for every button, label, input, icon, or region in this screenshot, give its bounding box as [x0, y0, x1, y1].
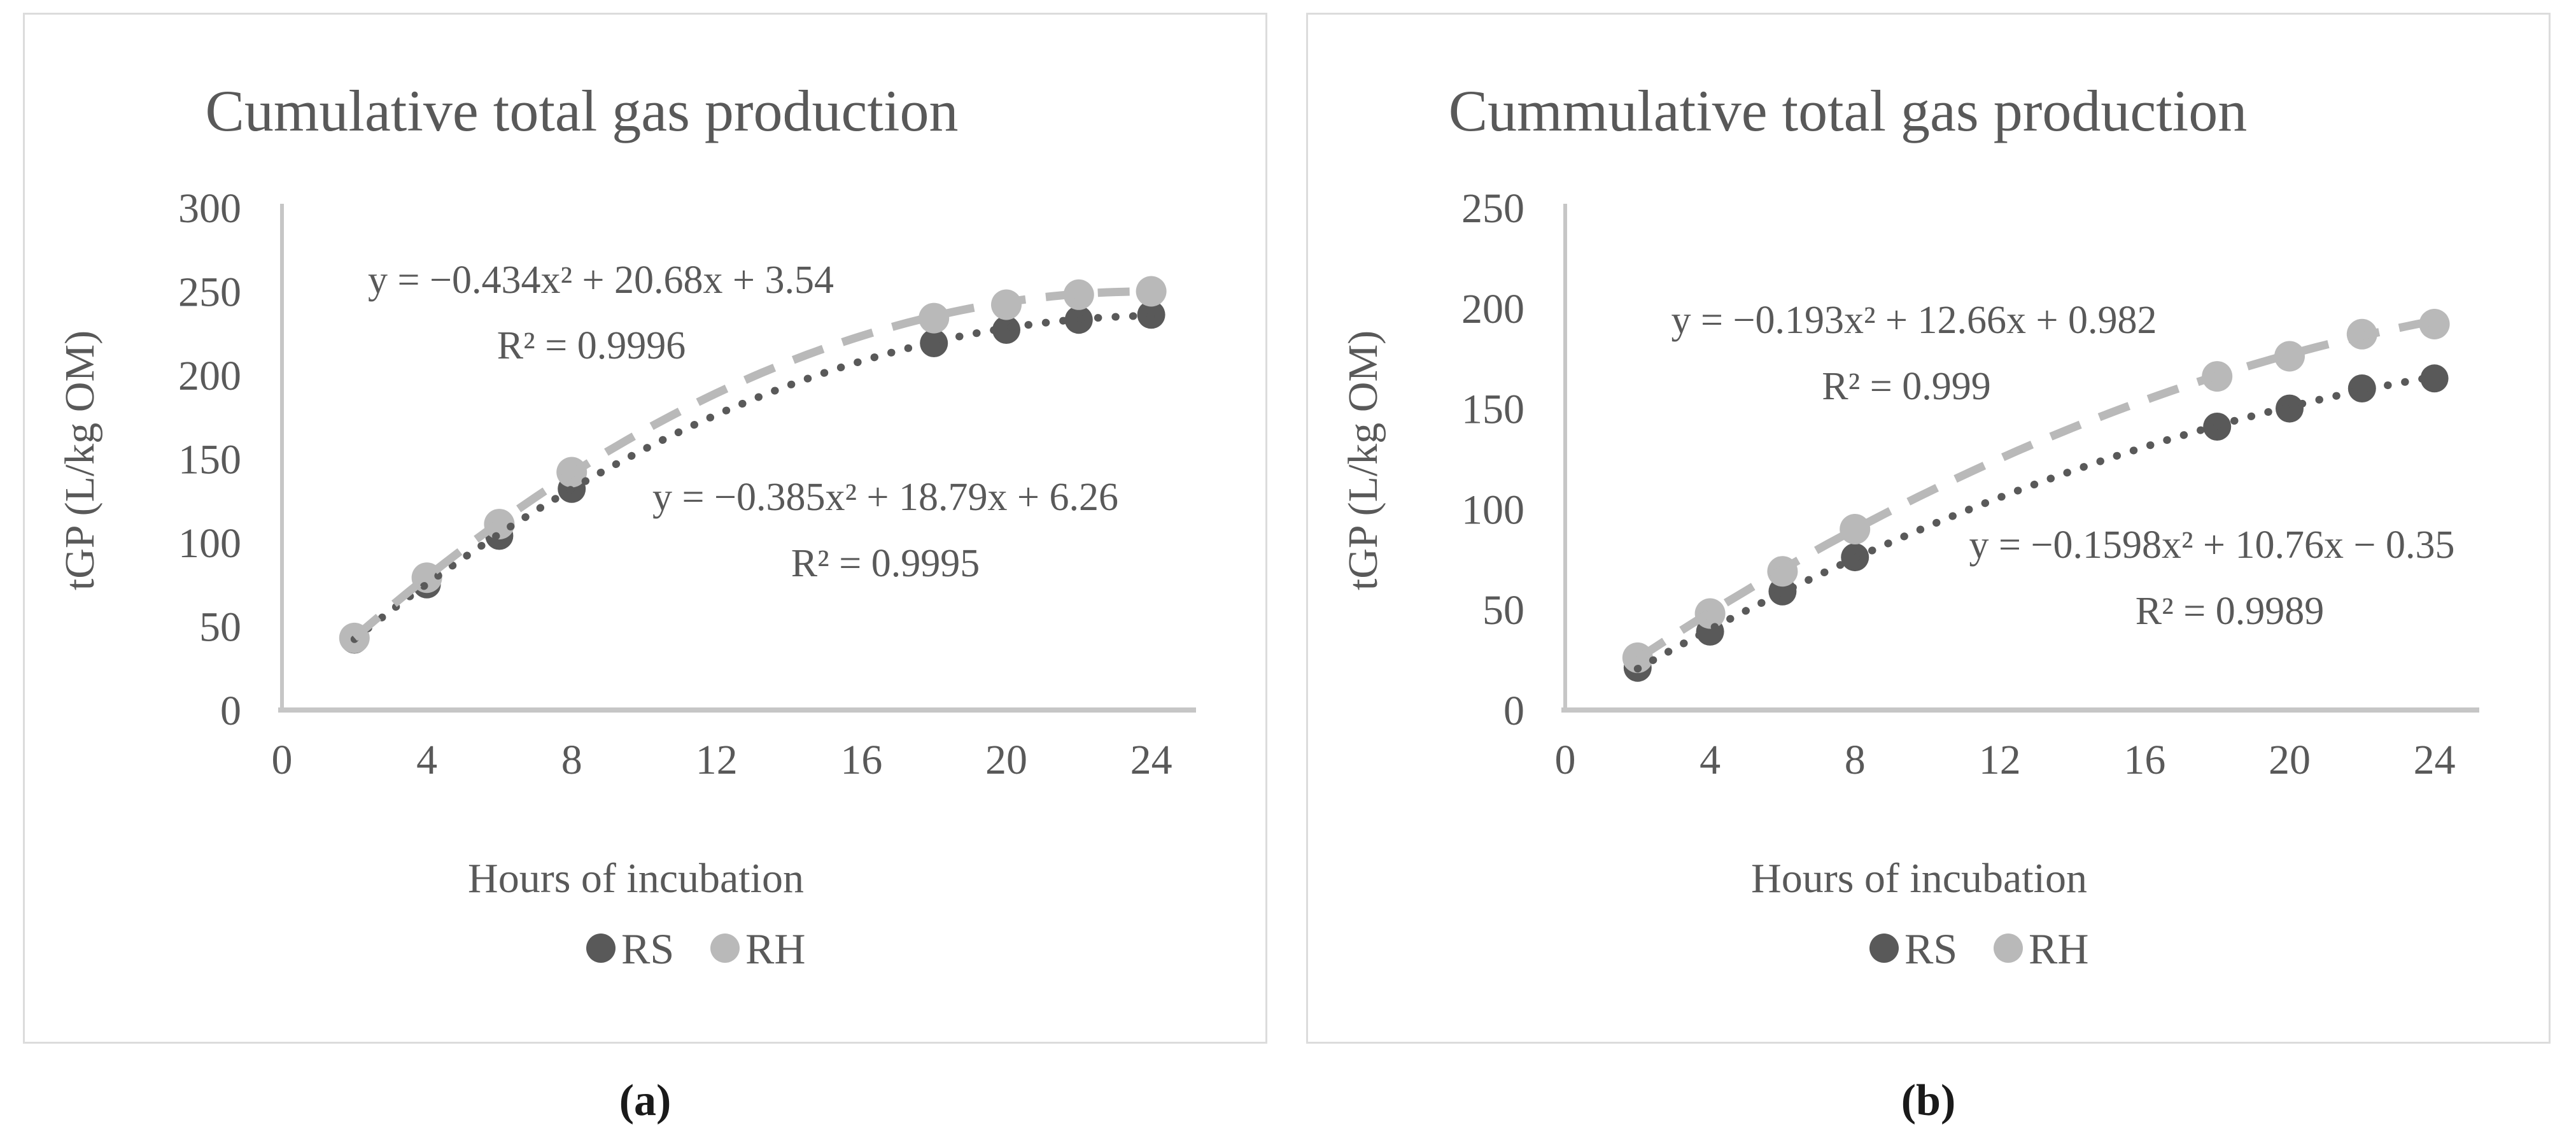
- legend-label-rs: RS: [1904, 925, 1957, 973]
- x-tick-label: 16: [2123, 737, 2165, 783]
- y-tick-label: 150: [178, 437, 241, 483]
- x-tick-label: 0: [1555, 737, 1576, 783]
- trendline-rs: [1633, 373, 2439, 673]
- data-point-rs: [992, 316, 1020, 344]
- x-tick-label: 20: [2269, 737, 2311, 783]
- legend-marker-rh: [1994, 934, 2023, 963]
- trendline-equation-rh: y = −0.434x² + 20.68x + 3.54: [368, 259, 834, 302]
- x-tick-label: 4: [416, 737, 437, 783]
- data-point-rh: [918, 302, 950, 334]
- y-axis-title: tGP (L/kg OM): [57, 330, 103, 590]
- x-tick-label: 20: [985, 737, 1027, 783]
- legend-marker-rh: [710, 934, 740, 963]
- y-tick-label: 50: [199, 604, 241, 651]
- trendline-rh: [1635, 316, 2435, 662]
- data-point-rh: [1694, 598, 1726, 629]
- chart-b-svg: Cummulative total gas production tGP (L/…: [1340, 78, 2479, 973]
- data-point-rh: [1840, 514, 1871, 544]
- plot-layer: [339, 276, 1167, 654]
- trendline-r2-rs: R² = 0.9995: [791, 542, 980, 585]
- x-tick-label: 4: [1700, 737, 1721, 783]
- x-axis-title: Hours of incubation: [1751, 855, 2087, 902]
- y-tick-label: 200: [1461, 286, 1524, 332]
- y-axis-title: tGP (L/kg OM): [1340, 330, 1386, 590]
- trendline-equation-rh: y = −0.193x² + 12.66x + 0.982: [1672, 299, 2157, 342]
- data-point-rh: [1063, 279, 1094, 310]
- legend: RS RH: [1869, 925, 2088, 973]
- trendline-r2-rs: R² = 0.9989: [2136, 590, 2324, 633]
- x-axis-title: Hours of incubation: [468, 855, 804, 902]
- axes-layer: 0 50 100 150 200 250 300 0 4 8 12 16 20 24: [178, 185, 1196, 783]
- legend-marker-rs: [1869, 934, 1899, 963]
- trendline-r2-rh: R² = 0.999: [1822, 365, 1990, 408]
- x-tick-label: 12: [1979, 737, 2021, 783]
- x-tick-label: 16: [840, 737, 882, 783]
- y-tick-label: 0: [220, 688, 241, 734]
- chart-panel-b: Cummulative total gas production tGP (L/…: [1306, 13, 2551, 1044]
- data-point-rh: [2274, 341, 2305, 372]
- chart-title: Cumulative total gas production: [205, 78, 958, 143]
- y-tick-label: 300: [178, 185, 241, 232]
- figure-caption-a: (a): [619, 1076, 672, 1125]
- legend-label-rh: RH: [2029, 925, 2088, 973]
- y-tick-label: 50: [1482, 587, 1524, 634]
- data-point-rs: [2420, 364, 2449, 393]
- chart-panel-a: Cumulative total gas production tGP (L/k…: [23, 13, 1267, 1044]
- axes-layer: 0 50 100 150 200 250 0 4 8 12 16 20 24: [1461, 185, 2479, 783]
- data-point-rh: [2419, 309, 2450, 339]
- x-tick-label: 24: [2414, 737, 2456, 783]
- legend-marker-rs: [586, 934, 616, 963]
- data-point-rs: [920, 329, 948, 357]
- y-tick-label: 250: [1461, 185, 1524, 232]
- y-tick-label: 250: [178, 269, 241, 316]
- trendline-equation-rs: y = −0.385x² + 18.79x + 6.26: [652, 476, 1118, 519]
- legend: RS RH: [586, 925, 805, 973]
- x-tick-label: 8: [1845, 737, 1866, 783]
- y-tick-label: 150: [1461, 387, 1524, 433]
- x-tick-label: 8: [561, 737, 582, 783]
- y-tick-label: 100: [1461, 486, 1524, 533]
- legend-label-rh: RH: [745, 925, 805, 973]
- figure-caption-b: (b): [1901, 1076, 1956, 1125]
- y-tick-label: 0: [1503, 688, 1524, 734]
- chart-a-svg: Cumulative total gas production tGP (L/k…: [57, 78, 1196, 973]
- trendline-r2-rh: R² = 0.9996: [497, 324, 686, 367]
- y-tick-label: 200: [178, 353, 241, 399]
- plot-layer: [1622, 309, 2450, 682]
- x-tick-label: 0: [272, 737, 293, 783]
- trendline-equation-rs: y = −0.1598x² + 10.76x − 0.35: [1969, 523, 2455, 567]
- trendline-rh: [351, 287, 1151, 641]
- x-tick-label: 12: [696, 737, 738, 783]
- legend-label-rs: RS: [621, 925, 674, 973]
- data-point-rs: [2276, 394, 2304, 423]
- x-tick-label: 24: [1130, 737, 1172, 783]
- chart-title: Cummulative total gas production: [1449, 78, 2248, 143]
- y-tick-label: 100: [178, 520, 241, 567]
